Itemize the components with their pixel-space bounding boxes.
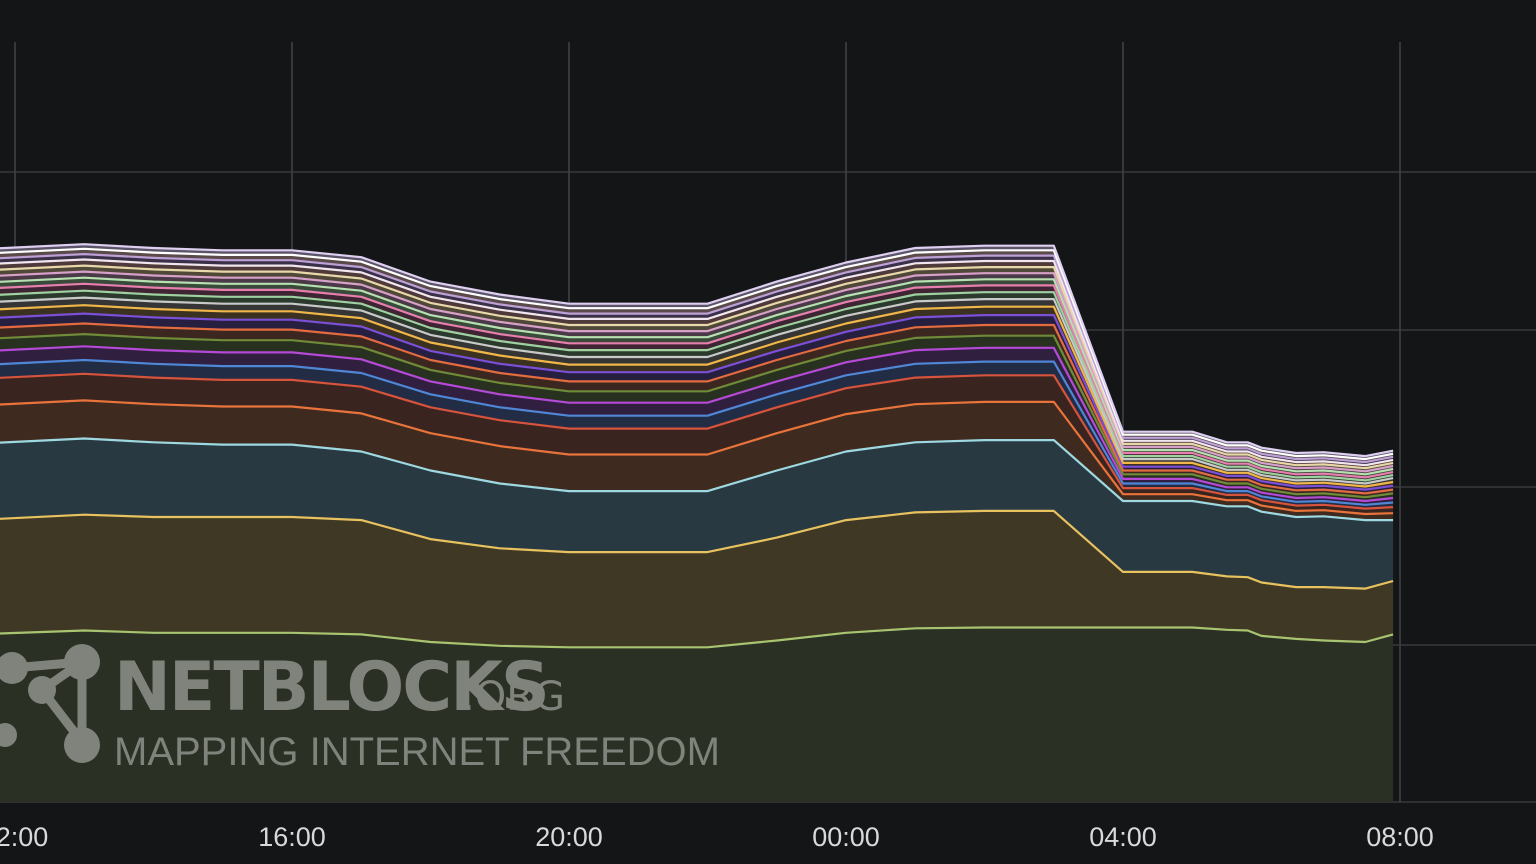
series-line-16: [0, 270, 1394, 473]
series-area-3: [0, 438, 1394, 589]
series-line-12: [0, 296, 1394, 485]
series-line-21: [0, 243, 1394, 458]
series-line-14: [0, 282, 1394, 479]
series-line-10: [0, 312, 1394, 491]
series-line-11: [0, 304, 1394, 488]
x-tick-label: 20:00: [535, 822, 603, 852]
x-tick-label: 16:00: [258, 822, 326, 852]
series-line-13: [0, 289, 1394, 482]
series-area-4: [0, 400, 1394, 521]
x-tick-label: 00:00: [812, 822, 880, 852]
series-line-9: [0, 322, 1394, 495]
series-lines: [0, 243, 1394, 649]
netblocks-watermark: NETBLOCKS .ORG MAPPING INTERNET FREEDOM: [0, 644, 720, 774]
series-line-7: [0, 345, 1394, 503]
series-line-19: [0, 253, 1394, 464]
series-line-6: [0, 358, 1394, 506]
series-area-1: [0, 627, 1394, 802]
series-line-2: [0, 509, 1394, 590]
x-tick-label: 2:00: [0, 822, 48, 852]
series-line-17: [0, 264, 1394, 470]
series-line-20: [0, 247, 1394, 461]
watermark-brand-tld: .ORG: [462, 674, 565, 720]
series-line-15: [0, 276, 1394, 476]
series-line-1: [0, 626, 1394, 649]
series-line-4: [0, 399, 1394, 516]
stacked-areas: [0, 244, 1394, 802]
watermark-brand-name: NETBLOCKS: [114, 648, 548, 727]
x-axis-ticks: 2:00 16:00 20:00 00:00 04:00 08:00: [0, 822, 1434, 852]
series-line-3: [0, 437, 1394, 522]
netblocks-logo-icon: [0, 644, 100, 763]
series-area-5: [0, 373, 1394, 514]
series-area-2: [0, 510, 1394, 648]
series-line-8: [0, 333, 1394, 499]
watermark-tagline: MAPPING INTERNET FREEDOM: [114, 730, 720, 774]
x-tick-label: 04:00: [1089, 822, 1157, 852]
x-tick-label: 08:00: [1366, 822, 1434, 852]
series-line-18: [0, 258, 1394, 467]
series-line-5: [0, 372, 1394, 510]
